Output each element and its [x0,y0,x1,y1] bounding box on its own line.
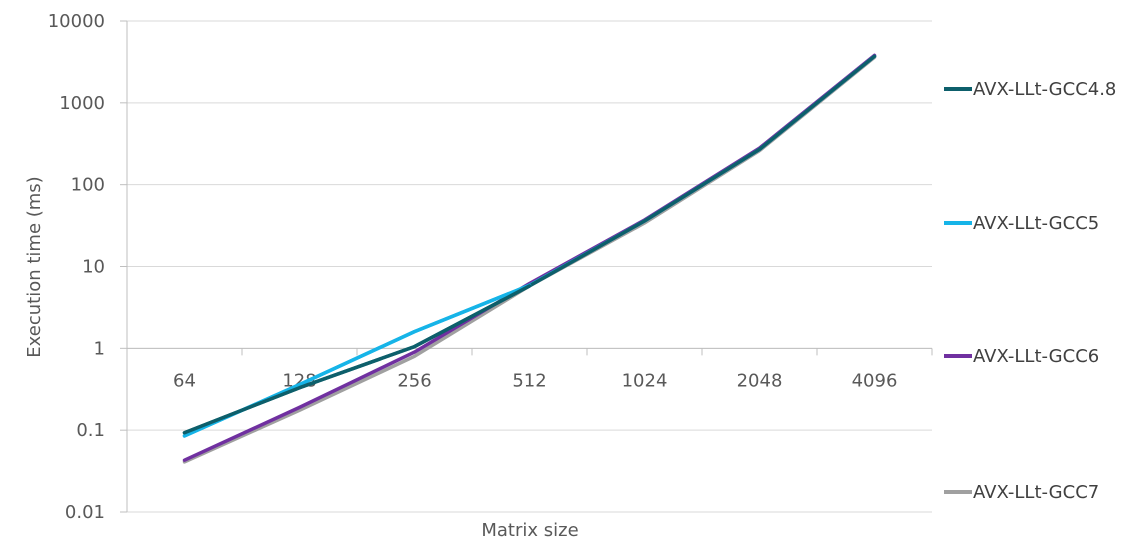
plot-area [182,53,877,464]
y-tick-label: 0.01 [65,502,105,523]
series-line-segment [182,284,532,435]
gridlines [127,20,932,513]
y-tick-label: 10 [82,257,105,278]
y-tick-label: 10000 [48,11,105,32]
y-tick-label: 0.1 [76,420,105,441]
y-tick-label: 1000 [59,93,105,114]
y-tick-label: 1 [94,338,105,359]
x-tick-label: 256 [397,370,431,391]
legend-entry: AVX-LLt-GCC5 [973,213,1099,234]
legend-entry: AVX-LLt-GCC4.8 [973,79,1116,100]
legend: AVX-LLt-GCC4.8 AVX-LLt-GCC5 AVX-LLt-GCC6 AV… [944,79,1116,503]
x-tick-label: 1024 [622,370,668,391]
y-tick-label: 100 [71,175,105,196]
series-line [182,55,877,464]
x-tick-label: 2048 [737,370,783,391]
legend-entry: AVX-LLt-GCC6 [973,346,1099,367]
y-axis: 0.01 0.1 1 10 100 1000 10000 [48,11,128,523]
x-axis-title: Matrix size [481,520,578,541]
legend-entry: AVX-LLt-GCC7 [973,482,1099,503]
x-tick-label: 512 [512,370,546,391]
x-tick-label: 64 [173,370,196,391]
y-axis-title: Execution time (ms) [24,176,45,357]
x-tick-label: 4096 [852,370,898,391]
x-axis: 64 128 256 512 1024 2048 4096 [126,347,933,391]
series-line [182,53,877,462]
